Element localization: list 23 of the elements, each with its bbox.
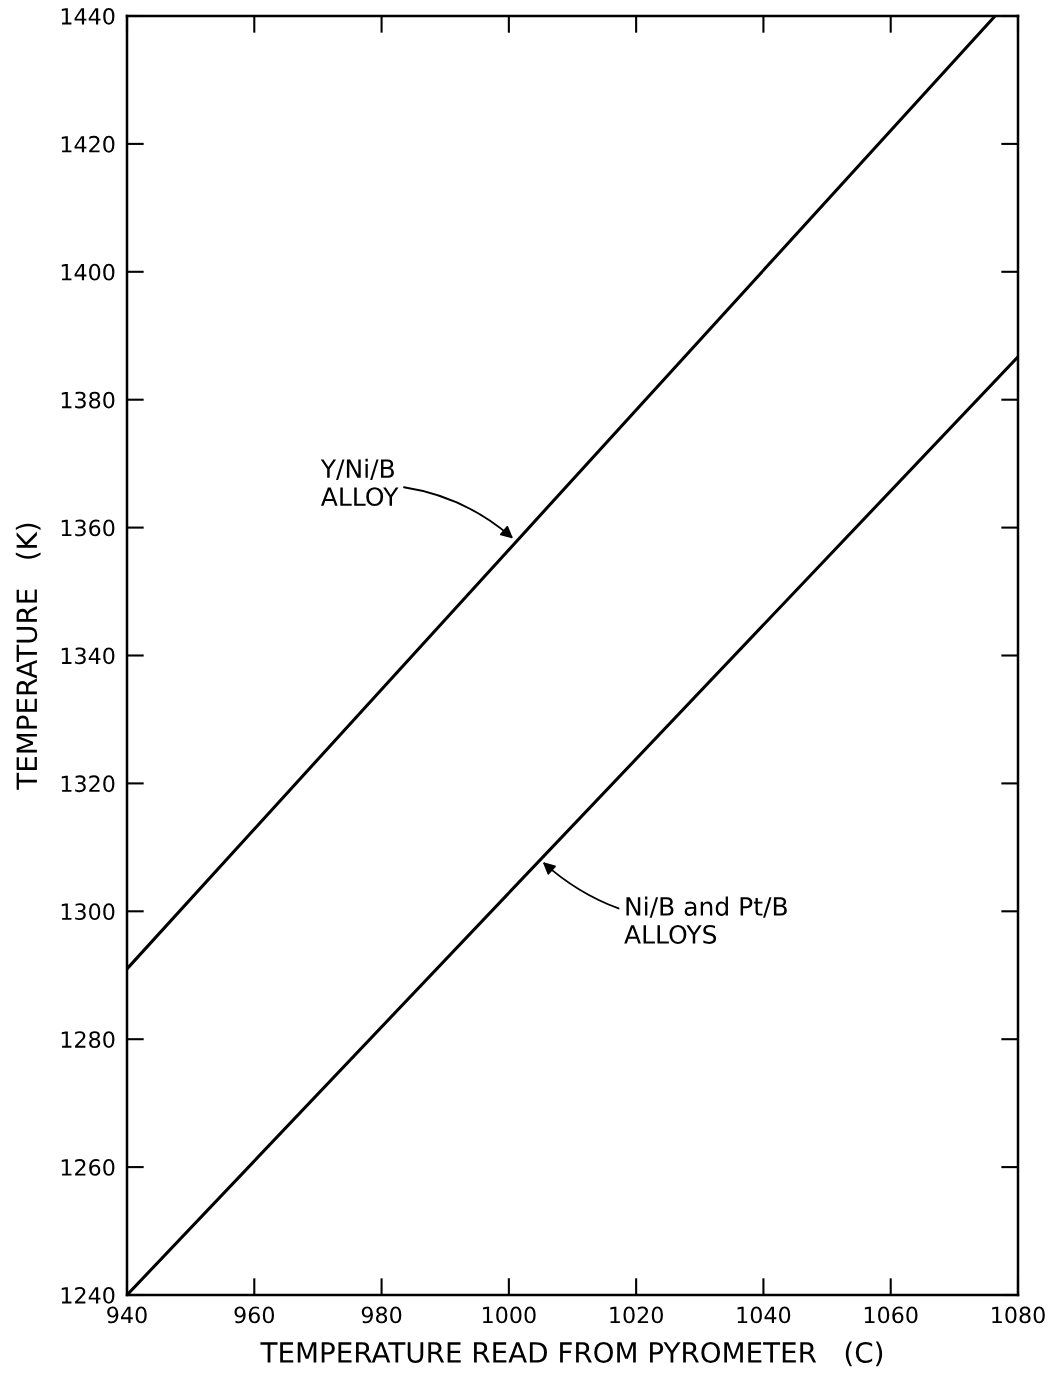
- x-tick-label: 1060: [864, 1306, 918, 1324]
- x-tick-label: 1000: [483, 1306, 536, 1324]
- y-tick-label: 1260: [61, 1159, 115, 1176]
- x-tick-label: 1040: [737, 1306, 791, 1324]
- y-tick-label: 1300: [61, 903, 115, 921]
- y-tick-label: 1280: [61, 1031, 115, 1048]
- y-tick-label: 1400: [61, 263, 115, 281]
- annotation: Y/Ni/B ALLOY: [320, 458, 399, 507]
- annotation: Ni/B and Pt/B ALLOYS: [624, 896, 787, 944]
- y-tick-label: 1240: [61, 1286, 115, 1304]
- x-tick-label: 940: [107, 1306, 147, 1324]
- x-tick-label: 960: [234, 1306, 275, 1324]
- y-tick-label: 1360: [61, 519, 115, 537]
- y-tick-label: 1420: [61, 135, 115, 153]
- x-tick-label: 1020: [610, 1306, 663, 1324]
- x-tick-label: 980: [361, 1306, 402, 1324]
- y-tick-label: 1340: [61, 647, 115, 665]
- y-tick-label: 1380: [61, 391, 115, 409]
- x-tick-label: 1080: [992, 1306, 1045, 1324]
- y-tick-label: 1440: [61, 7, 115, 25]
- y-axis-title: TEMPERATURE (K): [15, 523, 41, 790]
- x-axis-title: TEMPERATURE READ FROM PYROMETER (C): [260, 1341, 883, 1367]
- y-tick-label: 1320: [61, 775, 115, 793]
